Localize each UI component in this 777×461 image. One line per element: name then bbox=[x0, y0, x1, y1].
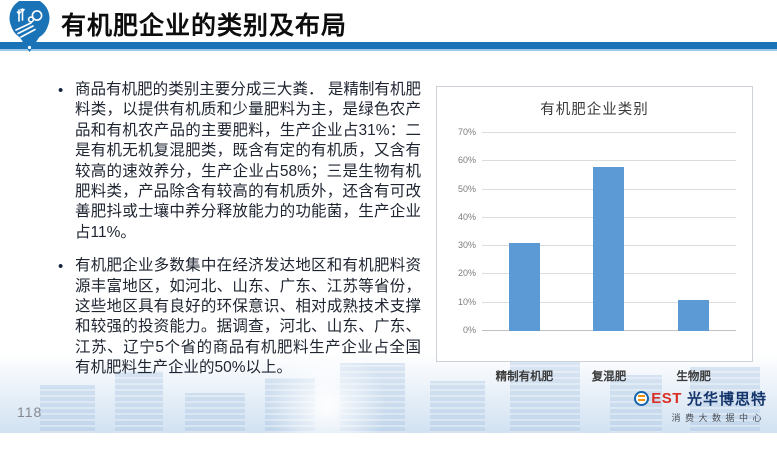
brand-name: 光华博思特 bbox=[686, 391, 767, 408]
bullet-item-1: • 商品有机肥的类别主要分成三大粪． 是精制有机肥料类，以提供有机质和少量肥料为… bbox=[58, 80, 421, 243]
y-tick-label: 40% bbox=[457, 211, 476, 222]
skyline-building bbox=[185, 393, 245, 433]
skyline-building bbox=[510, 359, 580, 433]
skyline-building bbox=[690, 367, 760, 433]
y-tick-label: 0% bbox=[462, 325, 476, 335]
chart-title: 有机肥企业类别 bbox=[540, 102, 649, 118]
brand-subtitle: 消费大数据中心 bbox=[671, 413, 766, 423]
page-title: 有机肥企业的类别及布局 bbox=[61, 12, 348, 40]
footer-brand-logo: EST 光华博思特 消费大数据中心 bbox=[634, 388, 767, 424]
bullet-item-2: • 有机肥企业多数集中在经济发达地区和有机肥料资源丰富地区，如河北、山东、广东、… bbox=[58, 256, 421, 378]
bar-chart-panel: 有机肥企业类别 0%10%20%30%40%50%60%70% 精制有机肥复混肥… bbox=[436, 86, 753, 383]
skyline-building bbox=[40, 385, 95, 433]
bullet-dot: • bbox=[58, 82, 64, 99]
y-tick-label: 10% bbox=[457, 296, 476, 307]
bullet-dot: • bbox=[58, 258, 64, 276]
chart-gridline: 70% bbox=[458, 127, 736, 137]
y-tick-label: 20% bbox=[457, 268, 476, 279]
bullet-list: • 商品有机肥的类别主要分成三大粪． 是精制有机肥料类，以提供有机质和少量肥料为… bbox=[58, 80, 421, 379]
title-accent-bar bbox=[0, 42, 777, 51]
skyline-building bbox=[430, 381, 485, 433]
y-tick-label: 50% bbox=[457, 183, 476, 194]
y-tick-label: 60% bbox=[457, 155, 476, 166]
city-skyline-background bbox=[0, 351, 777, 461]
y-tick-label: 70% bbox=[457, 127, 476, 137]
agriculture-pin-logo-icon bbox=[9, 1, 50, 52]
bullet-text-2: 有机肥企业多数集中在经济发达地区和有机肥料资源丰富地区，如河北、山东、广东、江苏… bbox=[75, 257, 421, 377]
chart-bar bbox=[678, 299, 710, 331]
best-logo-b-icon bbox=[634, 391, 650, 406]
bullet-text-1: 商品有机肥的类别主要分成三大粪． 是精制有机肥料类，以提供有机质和少量肥料为主，… bbox=[75, 81, 421, 241]
chart-gridline: 60% bbox=[458, 155, 736, 165]
chart-bar bbox=[593, 166, 625, 331]
page-number: 118 bbox=[17, 404, 43, 420]
brand-row: EST 光华博思特 bbox=[634, 388, 767, 409]
chart-bars bbox=[482, 133, 736, 331]
skyline-building bbox=[115, 371, 163, 433]
chart-plot: 0% 10% 20% 30% 40% 50% 60% 70% bbox=[458, 127, 736, 335]
y-tick-label: 30% bbox=[457, 240, 476, 251]
body-text-column: • 商品有机肥的类别主要分成三大粪． 是精制有机肥料类，以提供有机质和少量肥料为… bbox=[58, 80, 421, 392]
brand-est-text: EST bbox=[651, 390, 682, 407]
chart-bar bbox=[508, 243, 540, 331]
